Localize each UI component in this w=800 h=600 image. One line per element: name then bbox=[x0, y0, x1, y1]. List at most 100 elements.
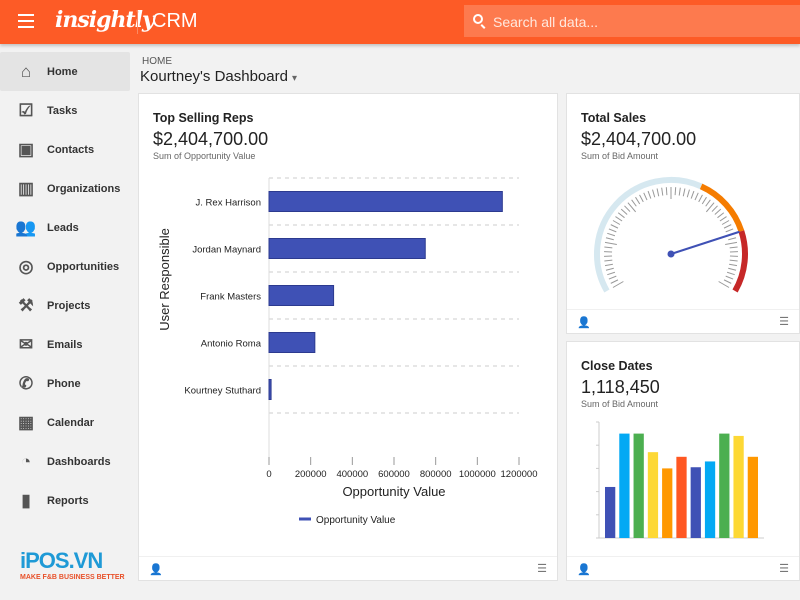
sidebar-item-label: Tasks bbox=[47, 104, 78, 117]
close-date-bar bbox=[619, 433, 630, 538]
total-sales-card: Total Sales $2,404,700.00 Sum of Bid Amo… bbox=[566, 93, 800, 334]
hamburger-menu-icon[interactable] bbox=[18, 14, 34, 28]
checkbox-icon: ☑ bbox=[18, 100, 34, 120]
gauge-tick bbox=[690, 190, 695, 199]
gauge-tick bbox=[635, 196, 641, 205]
gauge-tick bbox=[729, 259, 738, 262]
gauge-tick bbox=[624, 205, 631, 212]
logo[interactable]: insightly bbox=[55, 7, 155, 33]
close-dates-card: Close Dates 1,118,450 Sum of Bid Amount … bbox=[566, 341, 800, 581]
watermark-tagline: MAKE F&B BUSINESS BETTER bbox=[20, 574, 125, 581]
top-bar: insightly CRM Search all data... bbox=[0, 0, 800, 44]
close-date-bar bbox=[662, 468, 673, 538]
x-tick-label: 0 bbox=[266, 469, 271, 480]
gauge-tick bbox=[620, 208, 628, 215]
card-title: Top Selling Reps bbox=[153, 111, 254, 125]
gauge-tick bbox=[721, 220, 730, 225]
gauge-tick bbox=[661, 187, 664, 196]
category-label: Kourtney Stuthard bbox=[184, 386, 261, 397]
sidebar-item-label: Leads bbox=[47, 221, 79, 234]
gauge-tick bbox=[714, 208, 722, 215]
gauge-tick bbox=[607, 271, 616, 276]
sidebar-item-label: Emails bbox=[47, 338, 83, 351]
card-total: 1,118,450 bbox=[581, 377, 660, 397]
hammer-icon: ⚒ bbox=[18, 295, 34, 315]
list-icon[interactable]: ☰ bbox=[537, 563, 547, 575]
bar-frank-masters bbox=[268, 285, 335, 306]
card-title: Total Sales bbox=[581, 111, 647, 125]
gauge-tick bbox=[604, 241, 617, 245]
sidebar-item-projects[interactable]: ⚒ Projects bbox=[0, 286, 130, 325]
target-icon: ◎ bbox=[18, 256, 34, 276]
page-title[interactable]: Kourtney's Dashboard ▾ bbox=[140, 68, 297, 85]
card-total: $2,404,700.00 bbox=[581, 129, 697, 149]
x-tick-label: 1200000 bbox=[501, 469, 538, 480]
gauge-tick bbox=[610, 224, 619, 229]
sidebar-item-label: Home bbox=[47, 65, 78, 78]
gauge-tick bbox=[725, 241, 738, 245]
search-icon bbox=[473, 14, 483, 24]
user-icon[interactable]: 👤 bbox=[149, 564, 163, 576]
sidebar-item-leads[interactable]: 👥 Leads bbox=[0, 208, 130, 247]
gauge-needle bbox=[670, 230, 740, 255]
bar-kourtney-stuthard bbox=[268, 379, 272, 400]
close-date-bar bbox=[690, 467, 701, 538]
gauge-tick bbox=[631, 199, 637, 207]
gauge-tick bbox=[717, 212, 725, 219]
sidebar-item-tasks[interactable]: ☑ Tasks bbox=[0, 91, 130, 130]
card-subtitle: Sum of Bid Amount bbox=[581, 399, 659, 409]
sidebar-item-label: Opportunities bbox=[47, 260, 120, 273]
sidebar-item-organizations[interactable]: ▥ Organizations bbox=[0, 169, 130, 208]
sidebar-item-phone[interactable]: ✆ Phone bbox=[0, 364, 130, 403]
gauge-tick bbox=[604, 246, 613, 249]
x-tick-label: 800000 bbox=[420, 469, 452, 480]
chevron-down-icon[interactable]: ▾ bbox=[291, 73, 297, 84]
gauge-tick bbox=[615, 216, 623, 222]
page-title-text: Kourtney's Dashboard bbox=[140, 68, 288, 85]
gauge-icon: ◔ bbox=[20, 451, 32, 471]
search-placeholder: Search all data... bbox=[493, 14, 599, 30]
card-subtitle: Sum of Bid Amount bbox=[581, 151, 659, 161]
bar-antonio-roma bbox=[268, 332, 316, 353]
user-icon[interactable]: 👤 bbox=[577, 317, 591, 329]
sidebar-item-contacts[interactable]: ▣ Contacts bbox=[0, 130, 130, 169]
sidebar-item-reports[interactable]: ▮ Reports bbox=[0, 481, 130, 520]
gauge-tick bbox=[719, 216, 727, 222]
gauge-tick bbox=[694, 192, 699, 201]
close-date-bar bbox=[633, 433, 644, 538]
gauge-tick bbox=[612, 281, 624, 288]
sidebar-item-calendar[interactable]: ▦ Calendar bbox=[0, 403, 130, 442]
user-icon[interactable]: 👤 bbox=[577, 564, 591, 576]
gauge-tick bbox=[612, 220, 621, 225]
gauge-tick bbox=[656, 188, 660, 197]
list-icon[interactable]: ☰ bbox=[779, 563, 789, 575]
sidebar-item-label: Organizations bbox=[47, 182, 121, 195]
contact-card-icon: ▣ bbox=[17, 139, 35, 159]
gauge-tick bbox=[698, 194, 703, 203]
gauge-tick bbox=[682, 188, 686, 197]
card-footer: 👤 ☰ bbox=[567, 309, 799, 333]
gauge-tick bbox=[643, 192, 648, 201]
divider bbox=[137, 10, 138, 34]
gauge-tick bbox=[604, 263, 613, 267]
sidebar-item-opportunities[interactable]: ◎ Opportunities bbox=[0, 247, 130, 286]
sidebar-item-home[interactable]: ⌂ Home bbox=[0, 52, 130, 91]
gauge-tick bbox=[647, 190, 652, 199]
list-icon[interactable]: ☰ bbox=[779, 316, 789, 328]
sidebar-item-emails[interactable]: ✉ Emails bbox=[0, 325, 130, 364]
sidebar-item-label: Dashboards bbox=[47, 455, 111, 468]
sidebar-item-dashboards[interactable]: ◔ Dashboards bbox=[0, 442, 130, 481]
card-title: Close Dates bbox=[581, 359, 653, 373]
gauge-tick bbox=[608, 228, 617, 233]
sidebar-item-label: Projects bbox=[47, 299, 91, 312]
gauge-tick bbox=[605, 267, 614, 271]
breadcrumb[interactable]: HOME bbox=[142, 56, 172, 67]
gauge-tick bbox=[686, 189, 690, 198]
search-input[interactable]: Search all data... bbox=[464, 5, 800, 37]
x-tick-label: 600000 bbox=[378, 469, 410, 480]
x-tick-label: 400000 bbox=[336, 469, 368, 480]
gauge-tick bbox=[725, 275, 734, 280]
close-date-bar bbox=[719, 433, 730, 538]
gauge-tick bbox=[726, 271, 735, 276]
x-axis-title: Opportunity Value bbox=[342, 484, 445, 499]
